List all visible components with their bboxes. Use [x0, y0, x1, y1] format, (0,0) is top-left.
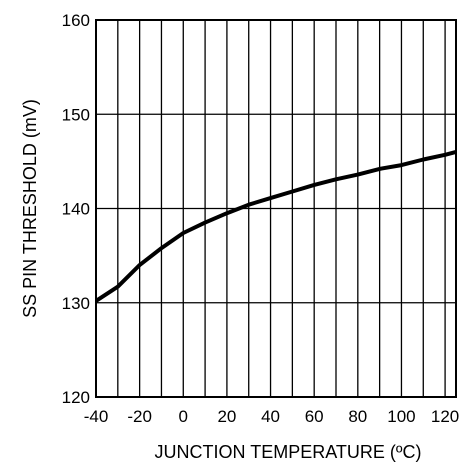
y-axis-label: SS PIN THRESHOLD (mV) [20, 99, 40, 318]
y-tick-label: 120 [62, 388, 90, 407]
x-tick-label: 80 [348, 407, 367, 426]
series-line-0 [94, 149, 457, 303]
y-tick-labels: 120 130 140 150 160 [62, 11, 90, 407]
x-tick-labels: -40 -20 0 20 40 60 80 100 120 [84, 407, 460, 426]
y-tick-label: 140 [62, 200, 90, 219]
y-tick-label: 130 [62, 294, 90, 313]
x-tick-label: 100 [387, 407, 415, 426]
x-tick-label: 40 [261, 407, 280, 426]
grid [96, 20, 456, 397]
x-tick-label: 60 [305, 407, 324, 426]
x-tick-label: 0 [179, 407, 188, 426]
y-tick-label: 160 [62, 11, 90, 30]
x-tick-label: 120 [431, 407, 459, 426]
y-tick-label: 150 [62, 105, 90, 124]
series-layer [94, 149, 457, 303]
x-axis-label: JUNCTION TEMPERATURE (ºC) [155, 442, 422, 462]
x-tick-label: -40 [84, 407, 109, 426]
plot-frame [95, 19, 457, 398]
x-tick-label: -20 [127, 407, 152, 426]
x-tick-label: 20 [217, 407, 236, 426]
